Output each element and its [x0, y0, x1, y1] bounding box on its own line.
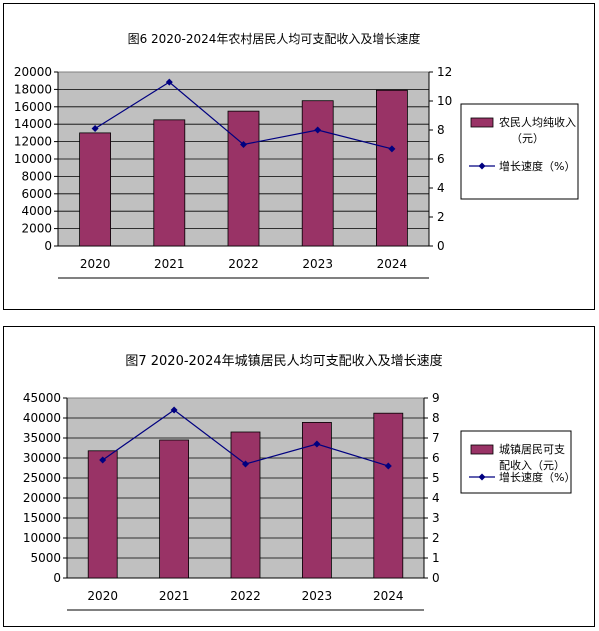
legend-box — [460, 430, 572, 494]
left-tick-label: 20000 — [14, 65, 52, 79]
legend-line-marker — [478, 162, 486, 170]
growth-rate-point — [91, 125, 99, 133]
left-tick-label: 5000 — [30, 551, 61, 565]
category-label: 2021 — [154, 257, 185, 271]
right-tick-label: 5 — [432, 471, 440, 485]
bar — [375, 89, 408, 247]
growth-rate-point — [240, 141, 247, 148]
growth-rate-point — [242, 460, 249, 468]
left-tick-label: 12000 — [14, 135, 52, 149]
legend-bar-swatch — [470, 444, 494, 455]
left-tick-label: 16000 — [14, 100, 52, 114]
chart-panel-rural-income: 图6 2020-2024年农村居民人均可支配收入及增长速度 0 2000 4000 60… — [3, 3, 595, 310]
bar — [79, 132, 111, 247]
left-tick-label: 6000 — [21, 187, 52, 201]
left-tick-label: 40000 — [23, 411, 61, 425]
right-tick-label: 9 — [432, 391, 440, 405]
left-tick-label: 25000 — [23, 471, 61, 485]
chart-urban-income: 图7 2020-2024年城镇居民人均可支配收入及增长速度 0 5000 10000 1… — [23, 353, 575, 611]
growth-rate-point — [314, 126, 322, 134]
bar — [230, 431, 261, 579]
left-tick-label: 15000 — [23, 511, 61, 525]
legend-line-label: 增长速度（%） — [499, 159, 575, 173]
bar — [301, 422, 332, 579]
right-tick-label: 12 — [437, 65, 452, 79]
right-tick-label: 0 — [432, 571, 440, 585]
right-tick-label: 4 — [432, 491, 440, 505]
right-tick-label: 6 — [437, 152, 445, 166]
left-tick-label: 35000 — [23, 431, 61, 445]
right-tick-label: 0 — [437, 239, 445, 253]
right-tick-label: 6 — [432, 451, 440, 465]
category-label: 2023 — [302, 589, 333, 603]
category-label: 2020 — [80, 257, 111, 271]
left-tick-label: 10000 — [14, 152, 52, 166]
right-tick-label: 7 — [432, 431, 440, 445]
left-tick-label: 18000 — [14, 82, 52, 96]
left-tick-label: 2000 — [21, 222, 52, 236]
left-tick-label: 45000 — [23, 391, 61, 405]
category-label: 2020 — [87, 589, 118, 603]
chart-title: 图6 2020-2024年农村居民人均可支配收入及增长速度 — [128, 31, 421, 46]
right-tick-label: 8 — [432, 411, 440, 425]
category-label: 2021 — [159, 589, 190, 603]
category-label: 2023 — [302, 257, 333, 271]
growth-rate-point — [170, 406, 178, 414]
left-tick-label: 14000 — [14, 117, 52, 131]
legend-bar-swatch — [470, 117, 494, 128]
growth-rate-point — [165, 78, 173, 86]
right-tick-label: 10 — [437, 94, 452, 108]
right-tick-label: 2 — [432, 531, 440, 545]
legend-bar-label: 城镇居民可支 — [499, 442, 565, 456]
chart-title: 图7 2020-2024年城镇居民人均可支配收入及增长速度 — [125, 353, 442, 369]
right-tick-label: 1 — [432, 551, 440, 565]
left-tick-label: 30000 — [23, 451, 61, 465]
legend-bar-label-line2: 配收入（元） — [499, 458, 565, 472]
category-label: 2022 — [230, 589, 261, 603]
bar — [159, 439, 190, 579]
left-tick-label: 0 — [44, 239, 52, 253]
chart-rural-income: 图6 2020-2024年农村居民人均可支配收入及增长速度02000400060… — [14, 31, 579, 279]
left-tick-label: 10000 — [23, 531, 61, 545]
left-tick-label: 0 — [53, 571, 61, 585]
category-label: 2024 — [373, 589, 404, 603]
growth-rate-point — [99, 456, 107, 464]
bar — [373, 412, 404, 579]
legend-bar-label: 农民人均纯收入 — [499, 115, 576, 129]
left-tick-label: 20000 — [23, 491, 61, 505]
bar — [301, 100, 334, 247]
left-tick-label: 4000 — [21, 204, 52, 218]
growth-rate-point — [313, 440, 321, 448]
category-label: 2022 — [228, 257, 259, 271]
legend-line-marker — [478, 473, 486, 481]
growth-rate-point — [388, 145, 396, 153]
right-tick-label: 3 — [432, 511, 440, 525]
bar — [227, 110, 260, 247]
growth-rate-point — [384, 462, 392, 470]
right-tick-label: 4 — [437, 181, 445, 195]
legend-line-label: 增长速度（%） — [499, 470, 575, 484]
bar — [87, 450, 118, 579]
right-tick-label: 2 — [437, 210, 445, 224]
bar — [153, 119, 186, 247]
left-tick-label: 8000 — [21, 169, 52, 183]
chart-panel-urban-income: 图7 2020-2024年城镇居民人均可支配收入及增长速度 0 5000 10000 1… — [3, 326, 595, 627]
category-label: 2024 — [377, 257, 408, 271]
right-tick-label: 8 — [437, 123, 445, 137]
legend-bar-label-line2: （元） — [511, 132, 544, 145]
